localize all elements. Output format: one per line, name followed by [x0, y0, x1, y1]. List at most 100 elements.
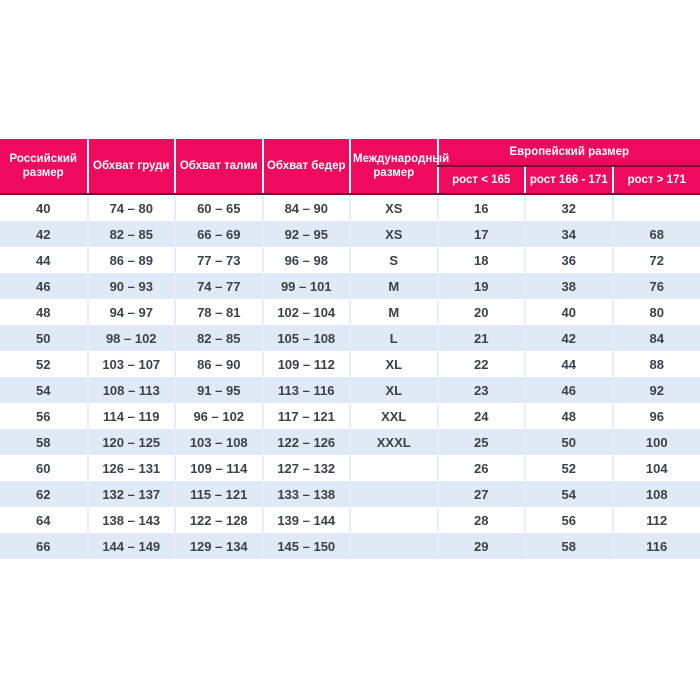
table-cell: 62 [0, 481, 88, 507]
table-row: 42 82 – 85 66 – 69 92 – 95 XS 17 34 68 [0, 221, 700, 247]
table-cell: 109 – 112 [261, 351, 350, 377]
table-cell: 96 [611, 403, 700, 429]
table-row: 46 90 – 93 74 – 77 99 – 101 M 19 38 76 [0, 273, 700, 299]
table-cell: 17 [436, 221, 525, 247]
header-waist: Обхват талии [174, 139, 263, 195]
header-hips: Обхват бедер [261, 139, 350, 195]
table-cell: 144 – 149 [86, 533, 175, 559]
table-cell: 34 [524, 221, 613, 247]
table-cell: XXL [349, 403, 438, 429]
table-cell: 92 [611, 377, 700, 403]
header-height-gt-171: рост > 171 [611, 165, 700, 195]
table-cell: 133 – 138 [261, 481, 350, 507]
table-cell: 38 [524, 273, 613, 299]
table-cell: 16 [436, 194, 525, 221]
table-cell: 72 [611, 247, 700, 273]
table-cell: 88 [611, 351, 700, 377]
table-cell: 60 [0, 455, 88, 481]
header-row-main: Российский размер Обхват груди Обхват та… [0, 139, 700, 195]
table-row: 66 144 – 149 129 – 134 145 – 150 29 58 116 [0, 533, 700, 559]
table-cell: 116 [611, 533, 700, 559]
size-chart-container: Российский размер Обхват груди Обхват та… [0, 139, 700, 559]
table-cell [349, 455, 438, 481]
table-cell: 64 [0, 507, 88, 533]
table-cell: 28 [436, 507, 525, 533]
table-cell: 48 [0, 299, 88, 325]
table-cell: 18 [436, 247, 525, 273]
table-cell: 54 [0, 377, 88, 403]
table-cell: 100 [611, 429, 700, 455]
table-row: 44 86 – 89 77 – 73 96 – 98 S 18 36 72 [0, 247, 700, 273]
header-height-lt-165: рост < 165 [436, 165, 525, 195]
table-cell: 84 – 90 [261, 194, 350, 221]
table-cell: 84 [611, 325, 700, 351]
table-row: 50 98 – 102 82 – 85 105 – 108 L 21 42 84 [0, 325, 700, 351]
table-cell: 29 [436, 533, 525, 559]
table-cell: 132 – 137 [86, 481, 175, 507]
table-cell: 46 [0, 273, 88, 299]
table-cell: 44 [0, 247, 88, 273]
table-row: 40 74 – 80 60 – 65 84 – 90 XS 16 32 [0, 194, 700, 221]
table-cell: 109 – 114 [174, 455, 263, 481]
table-cell: L [349, 325, 438, 351]
table-cell: XXXL [349, 429, 438, 455]
table-row: 54 108 – 113 91 – 95 113 – 116 XL 23 46 92 [0, 377, 700, 403]
table-cell: 74 – 80 [86, 194, 175, 221]
size-table-body: 40 74 – 80 60 – 65 84 – 90 XS 16 32 42 82 – 85 66… [0, 194, 700, 559]
table-cell: 112 [611, 507, 700, 533]
table-cell: 40 [0, 194, 88, 221]
table-cell: 90 – 93 [86, 273, 175, 299]
table-cell: 78 – 81 [174, 299, 263, 325]
table-cell: 46 [524, 377, 613, 403]
table-cell: 104 [611, 455, 700, 481]
size-chart-table: Российский размер Обхват груди Обхват та… [0, 139, 700, 559]
table-cell: 22 [436, 351, 525, 377]
table-cell: 122 – 126 [261, 429, 350, 455]
table-cell: 122 – 128 [174, 507, 263, 533]
table-cell: 48 [524, 403, 613, 429]
table-cell: XS [349, 221, 438, 247]
table-cell: 19 [436, 273, 525, 299]
table-row: 62 132 – 137 115 – 121 133 – 138 27 54 108 [0, 481, 700, 507]
table-cell: 86 – 90 [174, 351, 263, 377]
table-cell: 96 – 102 [174, 403, 263, 429]
table-cell: 66 – 69 [174, 221, 263, 247]
table-cell [611, 194, 700, 221]
table-cell: 82 – 85 [86, 221, 175, 247]
table-cell: 96 – 98 [261, 247, 350, 273]
table-cell: 102 – 104 [261, 299, 350, 325]
table-cell: 139 – 144 [261, 507, 350, 533]
table-cell: 108 – 113 [86, 377, 175, 403]
table-cell: 24 [436, 403, 525, 429]
table-row: 48 94 – 97 78 – 81 102 – 104 M 20 40 80 [0, 299, 700, 325]
table-row: 56 114 – 119 96 – 102 117 – 121 XXL 24 48 96 [0, 403, 700, 429]
table-cell: 40 [524, 299, 613, 325]
table-cell: 52 [524, 455, 613, 481]
table-cell: 56 [0, 403, 88, 429]
table-cell: 66 [0, 533, 88, 559]
table-cell: 127 – 132 [261, 455, 350, 481]
table-cell: 114 – 119 [86, 403, 175, 429]
table-cell: 86 – 89 [86, 247, 175, 273]
table-cell: M [349, 299, 438, 325]
table-cell: 21 [436, 325, 525, 351]
table-row: 52 103 – 107 86 – 90 109 – 112 XL 22 44 88 [0, 351, 700, 377]
table-cell: 32 [524, 194, 613, 221]
table-cell: 68 [611, 221, 700, 247]
header-russian-size: Российский размер [0, 139, 88, 195]
table-row: 58 120 – 125 103 – 108 122 – 126 XXXL 25 50 100 [0, 429, 700, 455]
header-height-166-171: рост 166 - 171 [524, 165, 613, 195]
table-cell: 58 [524, 533, 613, 559]
table-cell: XL [349, 377, 438, 403]
table-cell: 117 – 121 [261, 403, 350, 429]
size-chart-header: Российский размер Обхват груди Обхват та… [0, 139, 700, 195]
table-cell: 25 [436, 429, 525, 455]
table-cell: 77 – 73 [174, 247, 263, 273]
table-cell: 92 – 95 [261, 221, 350, 247]
table-cell: 145 – 150 [261, 533, 350, 559]
table-cell: 50 [0, 325, 88, 351]
table-cell: 54 [524, 481, 613, 507]
table-cell: 42 [524, 325, 613, 351]
header-chest: Обхват груди [86, 139, 175, 195]
table-cell: 99 – 101 [261, 273, 350, 299]
